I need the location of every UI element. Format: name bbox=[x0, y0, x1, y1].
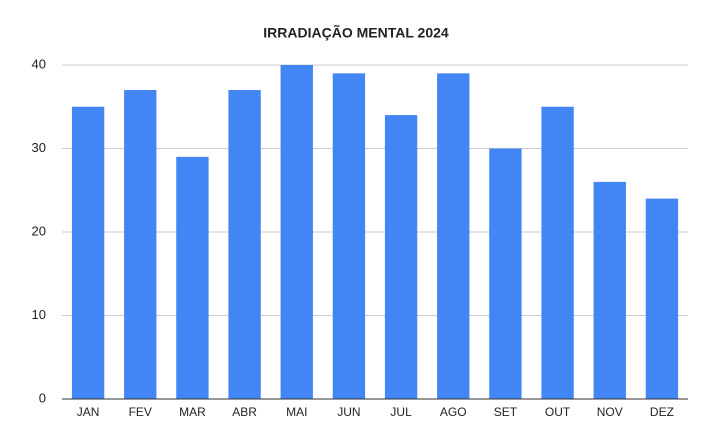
bar bbox=[124, 90, 157, 400]
bar bbox=[645, 198, 679, 399]
y-tick-label: 30 bbox=[32, 140, 46, 155]
x-tick-label: MAR bbox=[179, 405, 206, 419]
y-tick-label: 40 bbox=[32, 56, 46, 71]
bar bbox=[71, 106, 105, 399]
bar bbox=[489, 148, 522, 399]
x-tick-label: JUN bbox=[337, 405, 360, 419]
x-tick-label: SET bbox=[494, 405, 518, 419]
x-tick-label: JUL bbox=[390, 405, 412, 419]
bar bbox=[437, 73, 470, 399]
x-tick-label: ABR bbox=[232, 405, 257, 419]
x-tick-label: AGO bbox=[440, 405, 467, 419]
chart-title: IRRADIAÇÃO MENTAL 2024 bbox=[263, 24, 449, 41]
y-tick-label: 10 bbox=[32, 307, 46, 322]
y-tick-label: 20 bbox=[32, 223, 46, 238]
x-tick-label: FEV bbox=[129, 405, 152, 419]
bar bbox=[332, 73, 366, 399]
bar bbox=[593, 181, 626, 399]
x-tick-label: MAI bbox=[286, 405, 307, 419]
bar bbox=[384, 115, 418, 399]
x-tick-label: DEZ bbox=[650, 405, 674, 419]
y-tick-label: 0 bbox=[39, 390, 46, 405]
x-tick-label: NOV bbox=[597, 405, 623, 419]
bar bbox=[176, 156, 209, 399]
bar bbox=[228, 90, 261, 400]
x-tick-label: JAN bbox=[77, 405, 100, 419]
bar bbox=[280, 65, 313, 399]
x-tick-label: OUT bbox=[545, 405, 571, 419]
bar bbox=[541, 106, 574, 399]
